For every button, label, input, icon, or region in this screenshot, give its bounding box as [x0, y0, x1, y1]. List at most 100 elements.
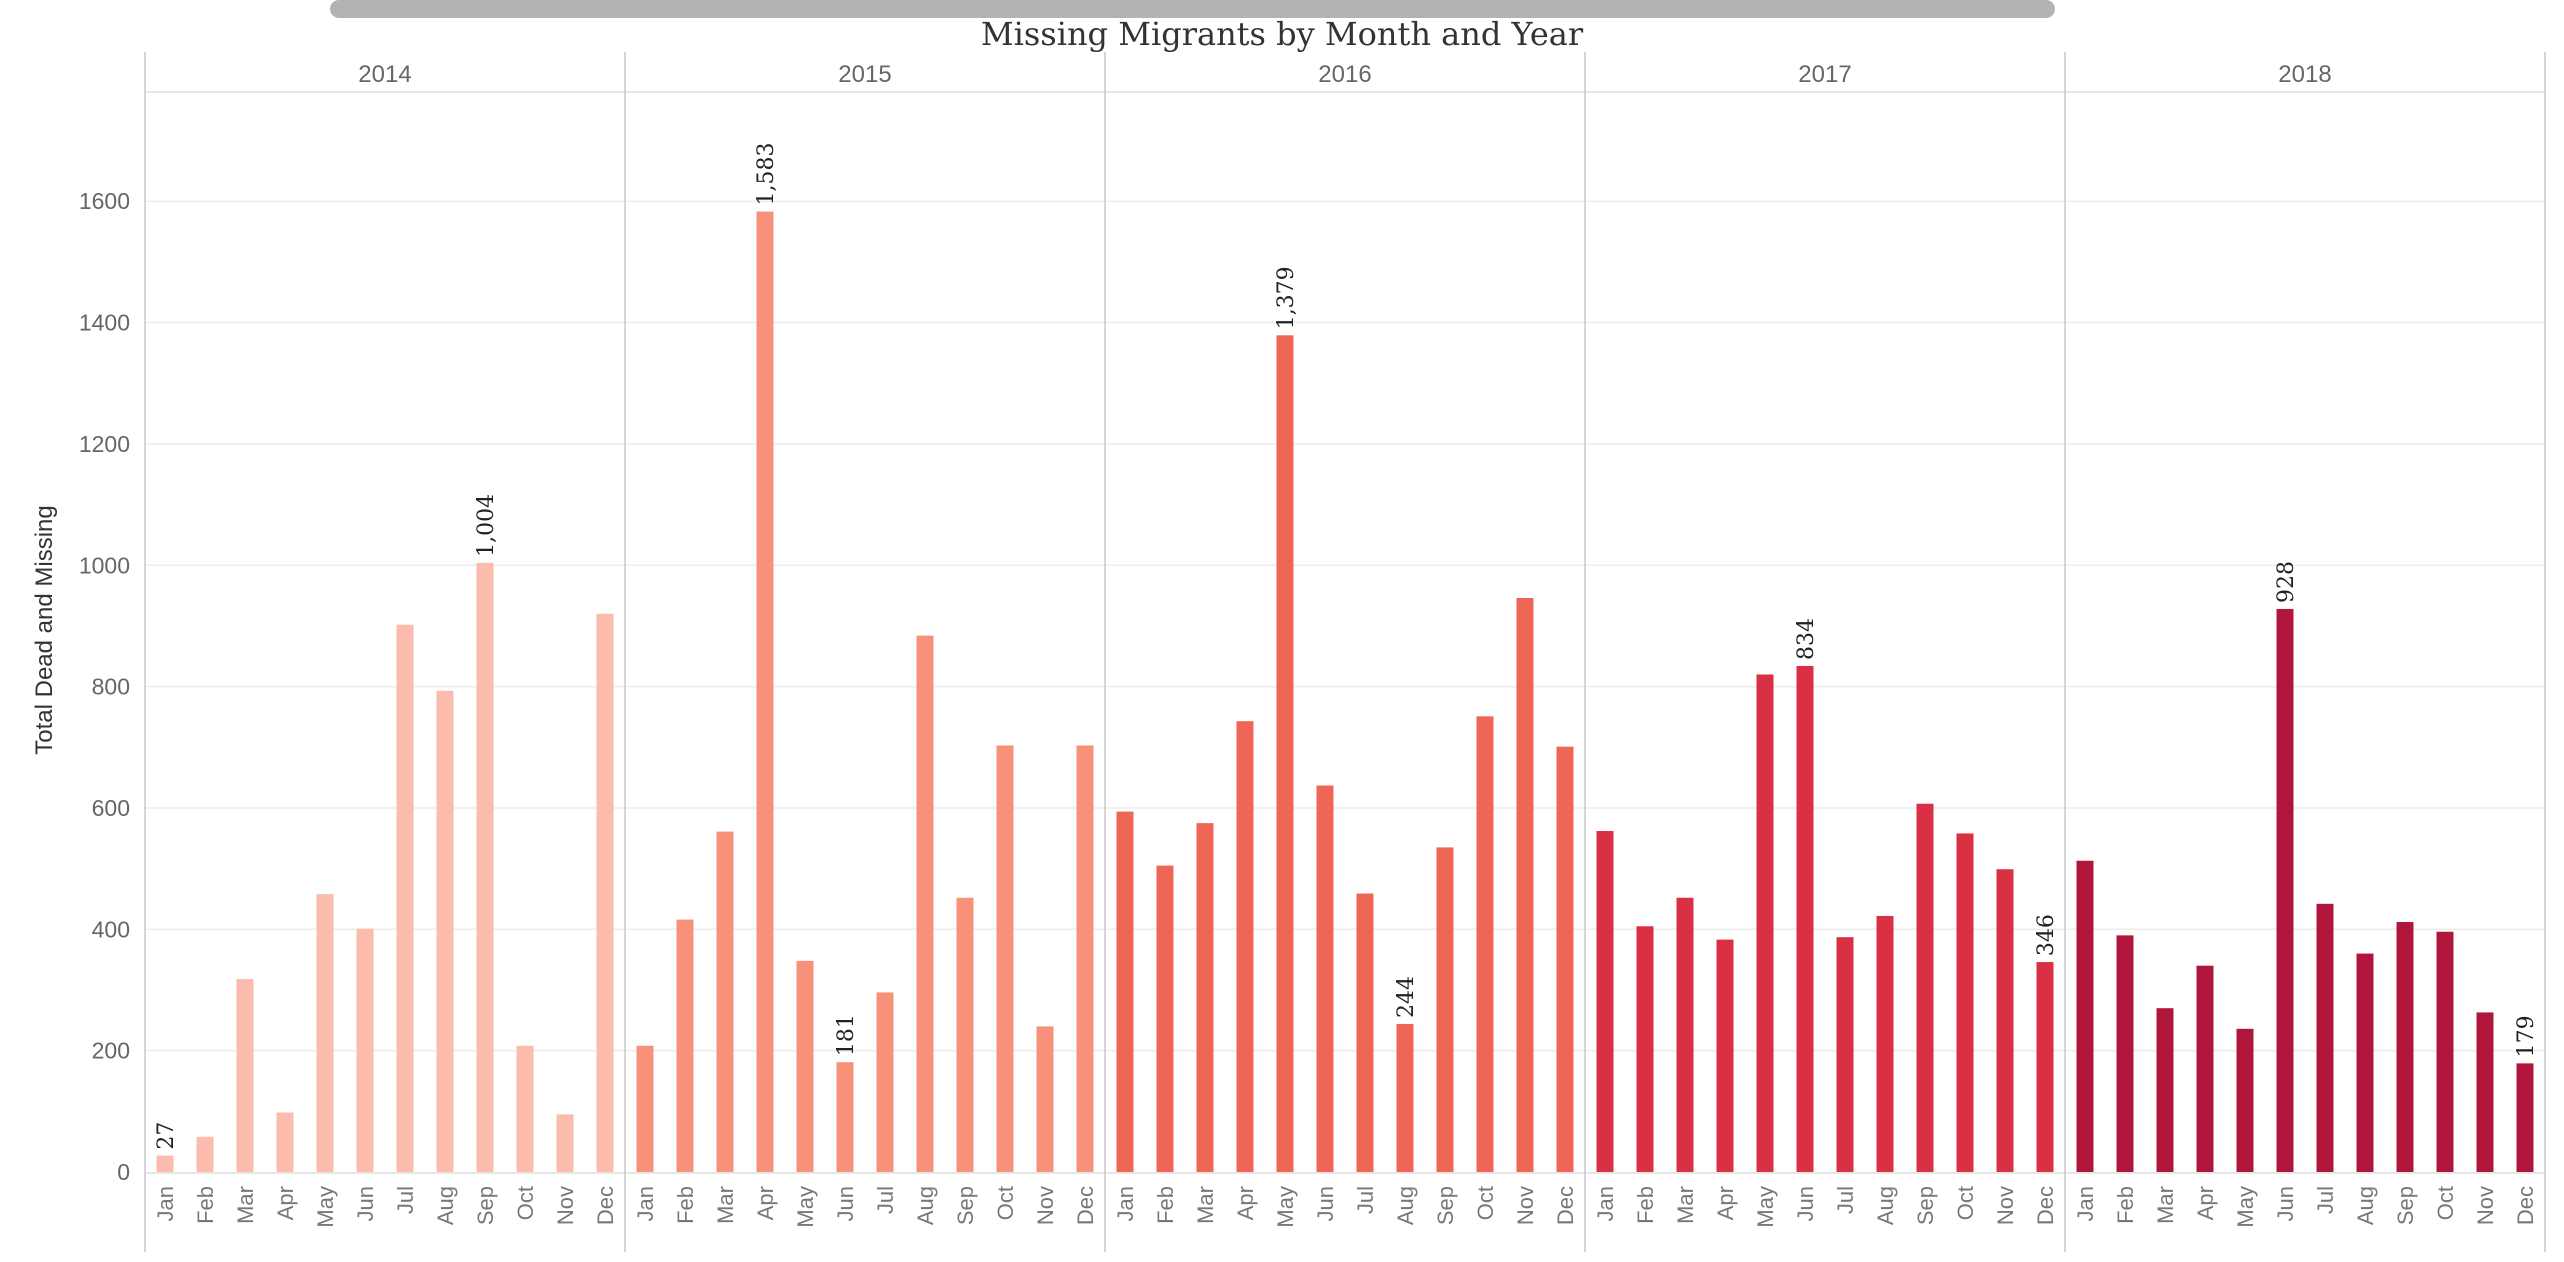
- month-label: Oct: [993, 1186, 1018, 1220]
- bar-2018-Aug: [2356, 953, 2374, 1172]
- bars: [156, 211, 2534, 1173]
- bar-2014-Jan: [156, 1155, 174, 1172]
- month-label: Nov: [2473, 1186, 2498, 1225]
- bar-2014-Oct: [516, 1045, 534, 1172]
- month-label: Jul: [1833, 1186, 1858, 1214]
- month-label: Dec: [2513, 1186, 2538, 1225]
- bar-2014-Feb: [196, 1136, 214, 1172]
- bar-2017-Sep: [1916, 803, 1934, 1172]
- bar-2016-Aug: [1396, 1023, 1414, 1172]
- data-label: 1,583: [754, 143, 779, 206]
- bar-2015-Jul: [876, 992, 894, 1172]
- bar-2018-Sep: [2396, 922, 2414, 1172]
- month-label: Oct: [1473, 1186, 1498, 1220]
- month-label: Oct: [2433, 1186, 2458, 1220]
- month-label: Sep: [1913, 1186, 1938, 1225]
- data-label: 27: [154, 1122, 179, 1150]
- month-label: Aug: [1873, 1186, 1898, 1225]
- data-label: 179: [2514, 1015, 2539, 1057]
- bar-2017-Mar: [1676, 897, 1694, 1172]
- y-tick-label: 1400: [79, 310, 130, 336]
- y-tick-label: 600: [92, 795, 130, 821]
- bar-2017-Dec: [2036, 962, 2054, 1172]
- month-label: Nov: [553, 1186, 578, 1225]
- year-header-2018: 2018: [2278, 61, 2331, 88]
- bar-2016-Jun: [1316, 785, 1334, 1172]
- data-label: 1,379: [1274, 266, 1299, 329]
- bar-2016-Jul: [1356, 893, 1374, 1172]
- bar-2016-May: [1276, 335, 1294, 1173]
- month-label: Feb: [1633, 1186, 1658, 1224]
- bar-2018-Dec: [2516, 1063, 2534, 1172]
- month-label: Dec: [593, 1186, 618, 1225]
- month-label: Jun: [353, 1186, 378, 1221]
- month-label: Mar: [713, 1186, 738, 1224]
- bar-2017-Apr: [1716, 939, 1734, 1172]
- month-label: Sep: [473, 1186, 498, 1225]
- bar-2018-Jan: [2076, 860, 2094, 1172]
- month-label: Sep: [1433, 1186, 1458, 1225]
- bar-2016-Feb: [1156, 865, 1174, 1172]
- bar-2016-Sep: [1436, 847, 1454, 1172]
- bar-2018-Nov: [2476, 1012, 2494, 1172]
- month-label: May: [313, 1186, 338, 1228]
- bar-2018-Jul: [2316, 903, 2334, 1172]
- y-axis-title: Total Dead and Missing: [31, 505, 58, 754]
- month-label: Apr: [1713, 1186, 1738, 1220]
- month-label: Feb: [673, 1186, 698, 1224]
- bar-2016-Mar: [1196, 823, 1214, 1172]
- month-label: Jul: [2313, 1186, 2338, 1214]
- month-label: Jun: [833, 1186, 858, 1221]
- month-label: Aug: [433, 1186, 458, 1225]
- month-label: Dec: [1073, 1186, 1098, 1225]
- scrollbar[interactable]: [330, 0, 2055, 18]
- bar-2014-Aug: [436, 690, 454, 1172]
- bar-2014-May: [316, 894, 334, 1172]
- bar-2015-Jun: [836, 1062, 854, 1172]
- bar-2014-Jul: [396, 624, 414, 1172]
- bar-2014-Dec: [596, 613, 614, 1172]
- month-label: Apr: [1233, 1186, 1258, 1220]
- month-label: Apr: [753, 1186, 778, 1220]
- bar-2018-Apr: [2196, 965, 2214, 1172]
- bar-2016-Nov: [1516, 598, 1534, 1172]
- bar-2017-Jun: [1796, 665, 1814, 1172]
- month-label: Aug: [1393, 1186, 1418, 1225]
- y-tick-label: 1600: [79, 188, 130, 214]
- data-label: 244: [1394, 976, 1419, 1018]
- month-label: Oct: [1953, 1186, 1978, 1220]
- bar-2016-Oct: [1476, 716, 1494, 1172]
- data-label: 346: [2034, 914, 2059, 956]
- bar-2017-Nov: [1996, 869, 2014, 1172]
- month-label: Feb: [2113, 1186, 2138, 1224]
- bar-2016-Apr: [1236, 721, 1254, 1172]
- month-label: Dec: [2033, 1186, 2058, 1225]
- year-header-2015: 2015: [838, 61, 891, 88]
- bar-2014-Jun: [356, 928, 374, 1172]
- data-label: 834: [1794, 618, 1819, 660]
- bar-2017-May: [1756, 674, 1774, 1172]
- month-label: Jul: [393, 1186, 418, 1214]
- gridlines: [145, 200, 2545, 1052]
- data-label: 181: [834, 1014, 859, 1056]
- year-header-2017: 2017: [1798, 61, 1851, 88]
- bar-2018-Jun: [2276, 608, 2294, 1172]
- month-label: Nov: [1513, 1186, 1538, 1225]
- month-label: Jul: [873, 1186, 898, 1214]
- bar-2015-Mar: [716, 831, 734, 1172]
- month-label: Mar: [1673, 1186, 1698, 1224]
- month-label: Jan: [1593, 1186, 1618, 1221]
- month-label: Aug: [913, 1186, 938, 1225]
- month-label: Jun: [1793, 1186, 1818, 1221]
- bar-2014-Sep: [476, 562, 494, 1172]
- month-label: Jun: [1313, 1186, 1338, 1221]
- bar-2017-Aug: [1876, 915, 1894, 1172]
- bar-2018-May: [2236, 1028, 2254, 1172]
- y-tick-label: 400: [92, 916, 130, 942]
- month-label: May: [2233, 1186, 2258, 1228]
- month-label: Jan: [2073, 1186, 2098, 1221]
- bar-2017-Oct: [1956, 833, 1974, 1172]
- year-panels: [144, 52, 2546, 1252]
- month-label: May: [793, 1186, 818, 1228]
- data-label: 1,004: [474, 494, 499, 557]
